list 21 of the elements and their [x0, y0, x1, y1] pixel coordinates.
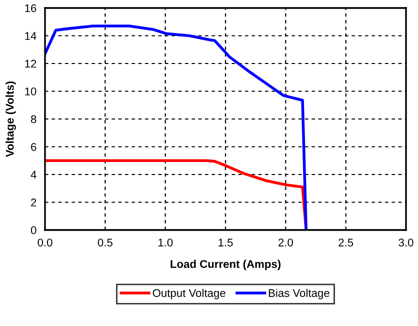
x-tick-label: 1.5: [218, 238, 233, 246]
x-tick-label: 0.0: [38, 238, 52, 246]
y-tick-label: 10: [25, 88, 36, 96]
y-tick-label: 2: [31, 198, 36, 206]
x-tick-label: 1.0: [158, 238, 173, 246]
line-series: [45, 24, 308, 230]
y-axis-title: Voltage (Volts): [6, 81, 16, 157]
legend-label: Bias Voltage: [268, 288, 330, 300]
x-tick-label: 2.0: [278, 238, 293, 246]
legend-label: Output Voltage: [152, 288, 226, 300]
x-axis-title: Load Current (Amps): [170, 260, 281, 270]
y-tick-label: 6: [31, 143, 36, 151]
y-tick-label: 0: [30, 226, 36, 234]
y-tick-label: 4: [30, 170, 36, 179]
y-tick-label: 12: [25, 60, 36, 68]
y-tick-label: 14: [25, 32, 36, 40]
x-tick-label: 2.5: [338, 238, 354, 246]
y-tick-label: 8: [30, 115, 36, 124]
x-tick-label: 0.5: [98, 238, 112, 246]
y-tick-label: 16: [25, 4, 36, 12]
x-tick-label: 3.0: [398, 238, 414, 246]
